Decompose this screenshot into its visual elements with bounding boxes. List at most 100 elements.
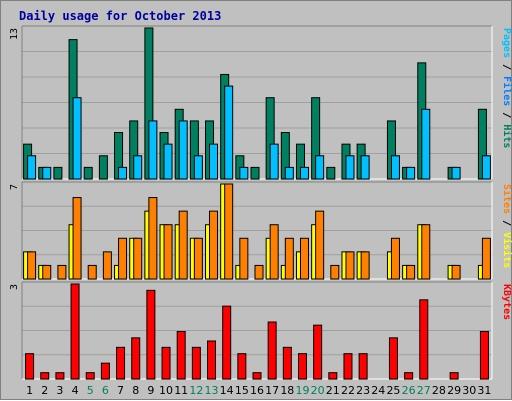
series-label-part: / (501, 58, 512, 76)
bar-sites-day-6 (102, 251, 112, 280)
bar-files-day-1 (27, 155, 37, 180)
bar-kbytes-day-25 (388, 337, 398, 380)
bar-sites-day-10 (163, 224, 173, 280)
bar-kbytes-day-2 (40, 372, 50, 380)
x-tick-label: 14 (220, 384, 234, 397)
bar-sites-day-25 (390, 237, 400, 280)
bar-hits-day-16 (250, 166, 260, 180)
bar-hits-day-5 (83, 166, 93, 180)
bar-sites-day-18 (284, 237, 294, 280)
bar-sites-day-15 (239, 237, 249, 280)
bar-kbytes-day-6 (100, 362, 110, 380)
bar-kbytes-day-9 (146, 289, 156, 380)
bar-kbytes-day-15 (237, 353, 247, 380)
bar-files-day-20 (315, 155, 325, 180)
bar-sites-day-9 (148, 197, 158, 280)
panel-series-label: KBytes (501, 284, 512, 320)
x-tick-label: 21 (326, 384, 340, 397)
bar-sites-day-8 (133, 237, 143, 280)
x-tick-label: 17 (265, 384, 279, 397)
bar-kbytes-day-8 (131, 337, 141, 380)
panel-hits: 13 Pages / Files / Hits (9, 25, 512, 180)
bar-files-day-22 (345, 155, 355, 180)
chart-title: Daily usage for October 2013 (19, 9, 222, 23)
panel-series-label: Pages / Files / Hits (501, 28, 512, 148)
bar-kbytes-day-5 (85, 372, 95, 380)
bar-files-day-10 (163, 143, 173, 180)
x-tick-label: 15 (235, 384, 249, 397)
x-tick-label: 12 (189, 384, 203, 397)
bar-files-day-14 (224, 85, 234, 180)
x-tick-label: 7 (117, 384, 124, 397)
bar-sites-day-14 (224, 183, 234, 280)
bar-sites-day-21 (330, 264, 340, 280)
bar-sites-day-29 (451, 264, 461, 280)
x-tick-label: 4 (72, 384, 79, 397)
x-tick-label: 28 (432, 384, 446, 397)
series-label-part: Visits (501, 232, 512, 268)
bar-files-day-25 (390, 155, 400, 180)
bar-kbytes-day-22 (343, 353, 353, 380)
bar-kbytes-day-18 (282, 346, 292, 380)
bar-files-day-23 (360, 155, 370, 180)
x-tick-label: 6 (102, 384, 109, 397)
x-tick-label: 20 (311, 384, 325, 397)
panel-kbytes: 3 KBytes (9, 281, 512, 380)
bar-files-day-26 (406, 166, 416, 180)
bar-files-day-2 (42, 166, 52, 180)
x-tick-label: 5 (87, 384, 94, 397)
bar-sites-day-16 (254, 264, 264, 280)
bar-kbytes-day-10 (161, 346, 171, 380)
series-label-part: Files (501, 76, 512, 106)
bar-files-day-15 (239, 166, 249, 180)
panel-series-label: Sites / Visits (501, 184, 512, 268)
series-label-part: KBytes (501, 284, 512, 320)
series-label-part: Sites (501, 184, 512, 214)
bar-sites-day-17 (269, 224, 279, 280)
x-tick-label: 1 (26, 384, 33, 397)
x-tick-label: 23 (356, 384, 370, 397)
bar-files-day-17 (269, 143, 279, 180)
x-tick-label: 19 (295, 384, 309, 397)
x-tick-label: 27 (417, 384, 431, 397)
y-max-label: 13 (9, 28, 20, 40)
bar-files-day-18 (284, 166, 294, 180)
bar-files-day-4 (72, 97, 82, 180)
x-tick-label: 3 (56, 384, 63, 397)
bar-kbytes-day-23 (358, 353, 368, 380)
y-max-label: 3 (9, 284, 20, 290)
bar-files-day-31 (481, 155, 491, 180)
bar-kbytes-day-21 (328, 372, 338, 380)
bar-kbytes-day-1 (25, 353, 35, 380)
x-tick-label: 25 (386, 384, 400, 397)
bar-sites-day-23 (360, 251, 370, 280)
x-tick-label: 18 (280, 384, 294, 397)
y-max-label: 7 (9, 184, 20, 190)
bar-kbytes-day-27 (419, 299, 429, 380)
bar-sites-day-22 (345, 251, 355, 280)
bar-kbytes-day-26 (404, 372, 414, 380)
bar-files-day-27 (421, 108, 431, 180)
x-tick-label: 16 (250, 384, 264, 397)
bar-files-day-19 (299, 166, 309, 180)
bar-kbytes-day-31 (479, 331, 489, 380)
x-tick-label: 10 (159, 384, 173, 397)
x-tick-label: 9 (147, 384, 154, 397)
bar-files-day-13 (209, 143, 219, 180)
bar-kbytes-day-7 (116, 346, 126, 380)
x-tick-label: 29 (447, 384, 461, 397)
bar-kbytes-day-3 (55, 372, 65, 380)
bar-hits-day-3 (53, 166, 63, 180)
bar-sites-day-20 (315, 210, 325, 280)
bar-files-day-8 (133, 155, 143, 180)
bar-sites-day-2 (42, 264, 52, 280)
x-tick-label: 26 (402, 384, 416, 397)
bar-kbytes-day-29 (449, 372, 459, 380)
series-label-part: / (501, 214, 512, 232)
bar-hits-day-21 (326, 166, 336, 180)
bar-kbytes-day-13 (207, 340, 217, 380)
series-label-part: Hits (501, 124, 512, 148)
bar-sites-day-12 (193, 237, 203, 280)
bar-kbytes-day-4 (70, 283, 80, 380)
